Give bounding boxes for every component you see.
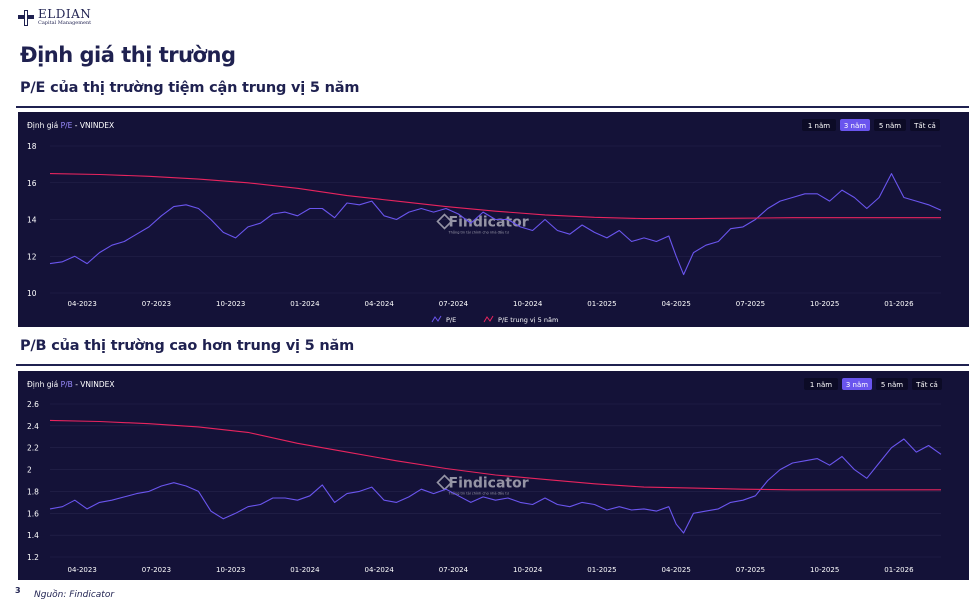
series-line-main [49,173,942,276]
pb-chart: Định giá P/B - VNINDEX 1 năm 3 năm 5 năm Tất… [27,378,942,574]
logo-cross-icon [18,10,34,26]
x-tick-label: 01-2024 [290,300,320,308]
range-button-1[interactable]: 1 năm [804,378,838,390]
legend-label: P/E [446,316,456,324]
x-tick-label: 07-2025 [736,300,765,308]
range-button-label: 5 năm [881,381,903,389]
range-button-label: 1 năm [808,122,830,130]
x-tick-label: 07-2025 [736,566,765,574]
range-button-bg [910,119,940,131]
range-button-bg [876,378,908,390]
x-tick-label: 01-2025 [587,300,616,308]
x-tick-label: 07-2023 [142,566,171,574]
y-tick-label: 12 [27,252,37,261]
range-button-bg [842,378,872,390]
range-button-3[interactable]: 5 năm [876,378,908,390]
pe-chart-panel: Định giá P/E - VNINDEX 1 năm 3 năm 5 năm Tất… [18,112,969,327]
watermark-text: Findicator [449,215,529,231]
legend-item-2: P/E trung vị 5 năm [483,315,558,324]
x-tick-label: 01-2025 [587,566,616,574]
x-tick-label: 10-2025 [810,300,839,308]
legend-swatch-icon [483,315,494,323]
range-button-bg [804,378,838,390]
brand-subtitle: Capital Management [38,20,92,26]
y-tick-label: 2 [27,466,32,475]
watermark-text: Findicator [449,476,529,492]
x-tick-label: 01-2026 [884,566,914,574]
range-button-label: 1 năm [810,381,832,389]
y-tick-label: 16 [27,179,37,188]
x-tick-label: 10-2025 [810,566,839,574]
x-tick-label: 10-2024 [513,566,543,574]
section-title-pb: P/B của thị trường cao hơn trung vị 5 nă… [20,338,354,354]
legend-swatch-icon [431,315,442,323]
x-tick-label: 04-2023 [68,566,97,574]
range-button-bg [912,378,942,390]
series-line-median [49,419,941,491]
x-tick-label: 10-2023 [216,300,245,308]
y-tick-label: 14 [27,216,37,225]
y-tick-label: 10 [27,289,37,298]
section-rule-pe [16,106,969,108]
x-tick-label: 07-2024 [439,300,469,308]
range-button-4[interactable]: Tất cả [910,119,940,131]
range-button-2[interactable]: 3 năm [840,119,870,131]
range-button-label: Tất cả [913,122,936,130]
x-tick-label: 10-2023 [216,566,245,574]
source-note: Nguồn: Findicator [34,590,115,600]
x-tick-label: 01-2024 [290,566,320,574]
legend-item-1: P/E [431,315,456,324]
brand-logo: ELDIAN Capital Management [18,8,91,26]
x-tick-label: 04-2024 [365,566,395,574]
panel-label: Định giá P/E - VNINDEX [27,121,114,130]
x-tick-label: 04-2025 [662,566,691,574]
x-tick-label: 04-2023 [68,300,97,308]
range-button-1[interactable]: 1 năm [802,119,836,131]
range-button-2[interactable]: 3 năm [842,378,872,390]
y-tick-label: 2.4 [27,422,39,431]
range-button-label: 5 năm [879,122,901,130]
watermark-logo-icon [436,474,453,491]
brand-name: ELDIAN [38,7,92,21]
range-button-bg [874,119,906,131]
y-tick-label: 1.8 [27,487,39,496]
x-tick-label: 01-2026 [884,300,914,308]
range-button-label: 3 năm [846,381,868,389]
panel-label: Định giá P/B - VNINDEX [27,380,115,389]
y-tick-label: 18 [27,142,37,151]
page-number: 3 [15,586,21,595]
page-title: Định giá thị trường [20,43,236,67]
y-tick-label: 1.2 [27,553,39,562]
x-tick-label: 04-2024 [365,300,395,308]
pe-chart: Định giá P/E - VNINDEX 1 năm 3 năm 5 năm Tất… [27,119,942,324]
range-button-label: Tất cả [915,381,938,389]
watermark-logo-icon [436,213,453,230]
range-button-3[interactable]: 5 năm [874,119,906,131]
series-line-main [49,438,942,534]
x-tick-label: 10-2024 [513,300,543,308]
y-tick-label: 1.4 [27,531,39,540]
range-button-bg [802,119,836,131]
watermark-subtext: Thông tin tài chính cho nhà đầu tư [448,231,510,235]
range-button-bg [840,119,870,131]
y-tick-label: 2.6 [27,400,39,409]
y-tick-label: 1.6 [27,509,39,518]
range-button-label: 3 năm [844,122,866,130]
legend-label: P/E trung vị 5 năm [498,316,558,324]
x-tick-label: 07-2023 [142,300,171,308]
range-button-4[interactable]: Tất cả [912,378,942,390]
section-title-pe: P/E của thị trường tiệm cận trung vị 5 n… [20,80,360,96]
watermark-subtext: Thông tin tài chính cho nhà đầu tư [448,492,510,496]
section-rule-pb [16,364,969,366]
x-tick-label: 04-2025 [662,300,691,308]
x-tick-label: 07-2024 [439,566,469,574]
pb-chart-panel: Định giá P/B - VNINDEX 1 năm 3 năm 5 năm Tất… [18,371,969,580]
series-line-median [49,173,941,220]
y-tick-label: 2.2 [27,444,39,453]
